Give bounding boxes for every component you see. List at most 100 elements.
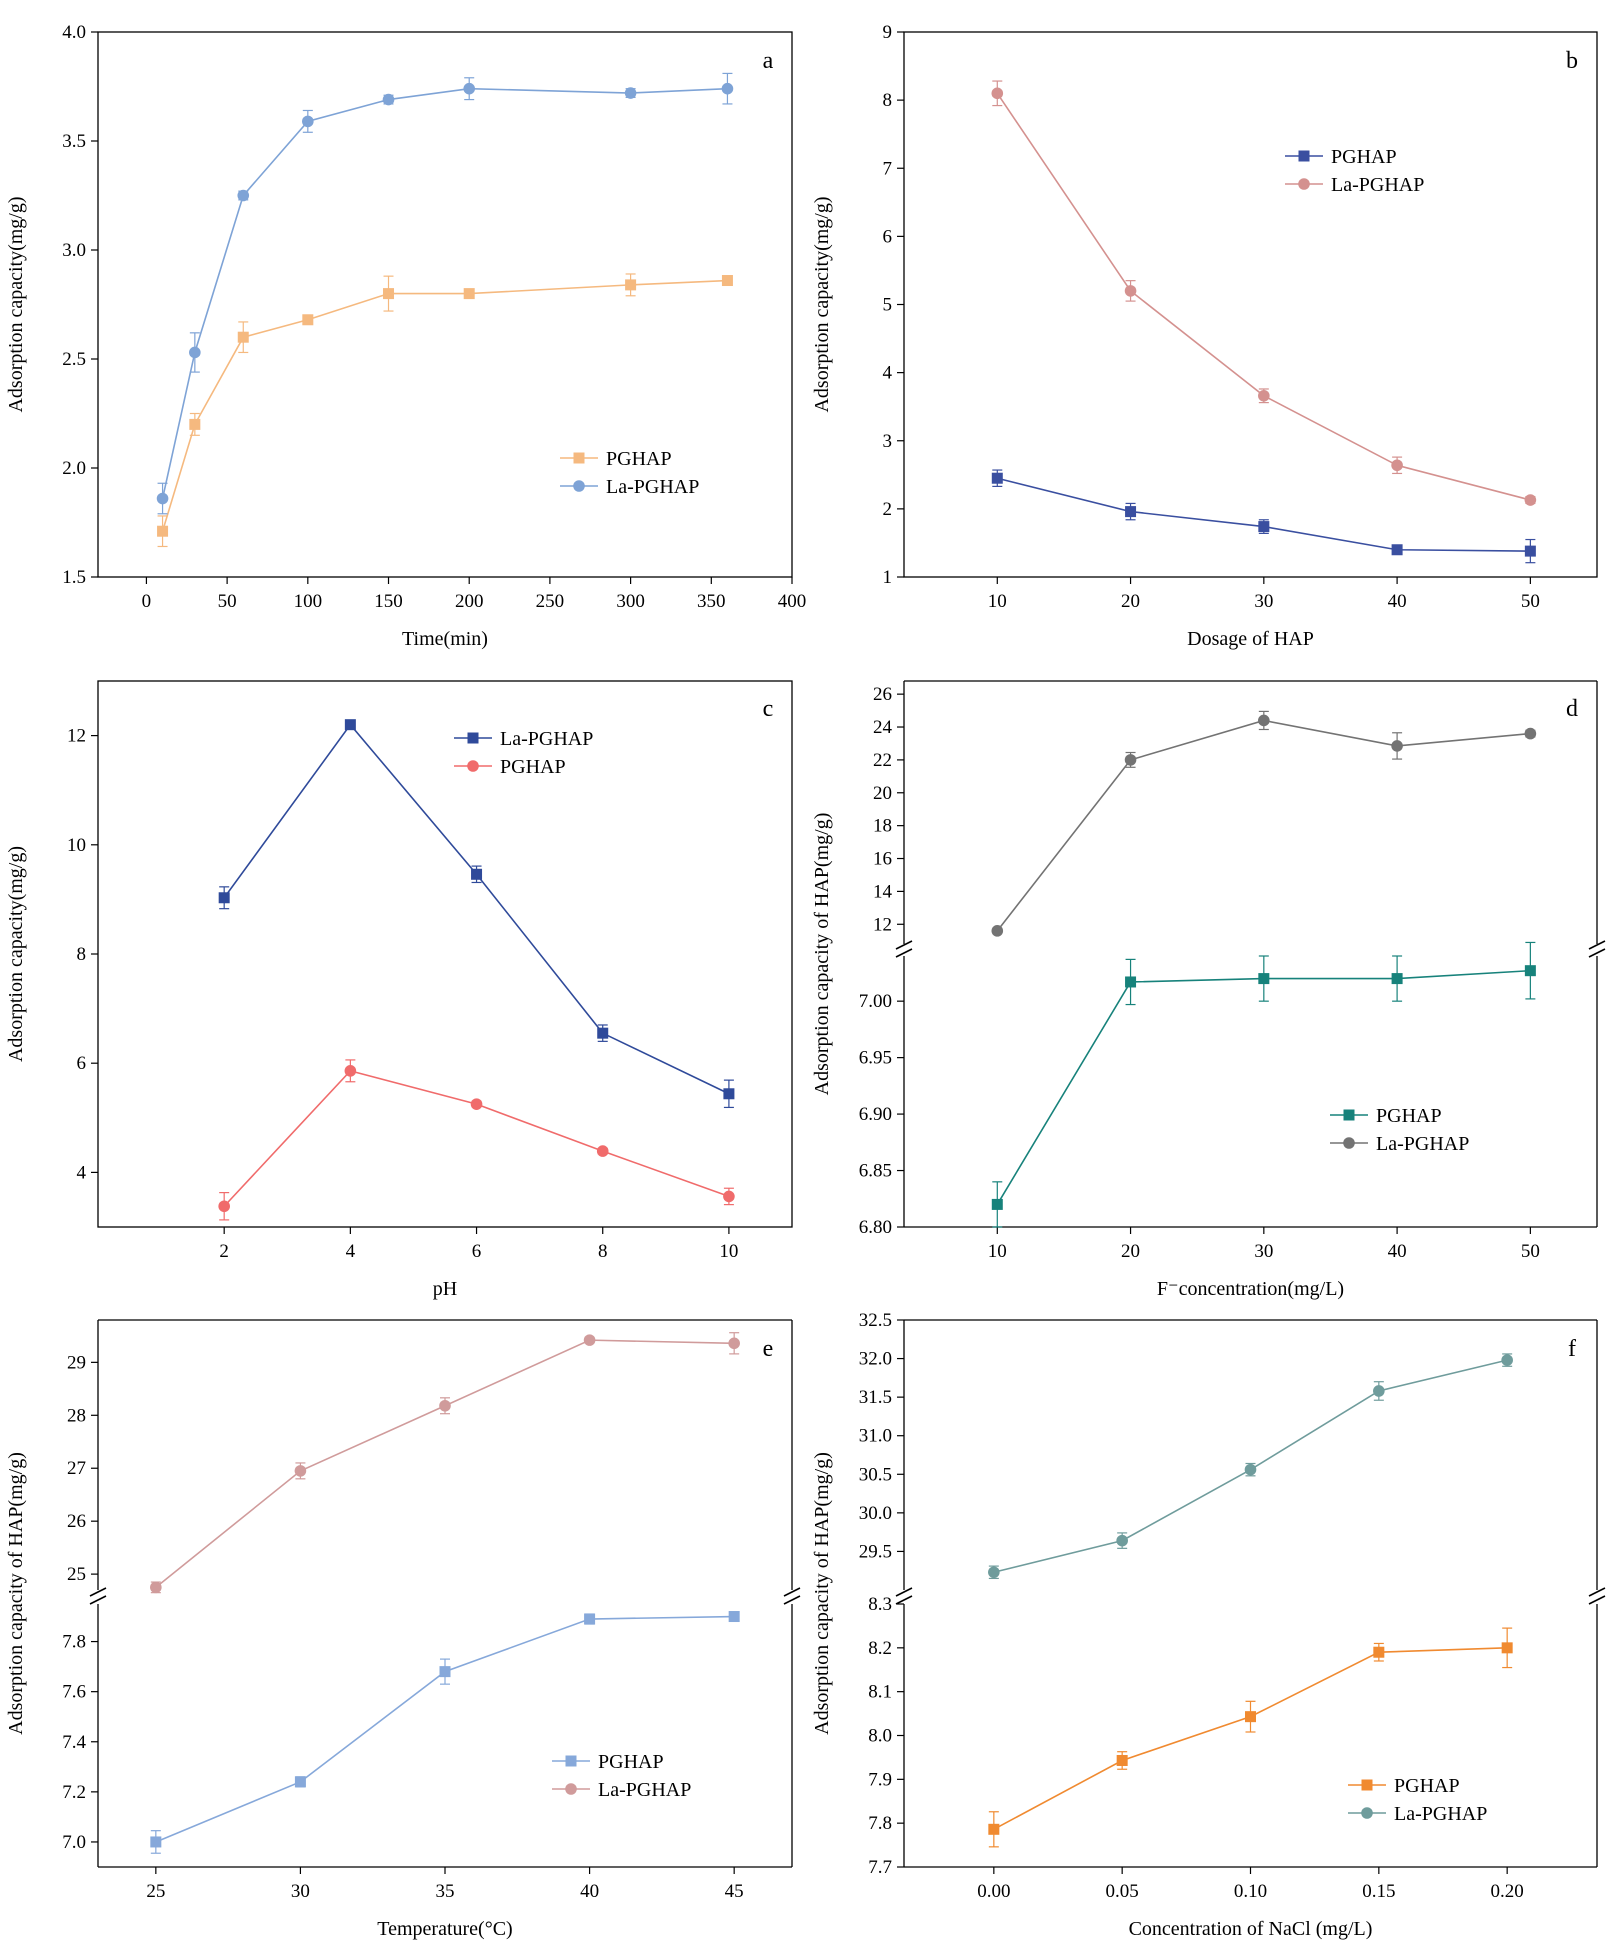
y-tick-label: 6.90 xyxy=(859,1104,892,1125)
y-tick-label: 8 xyxy=(883,90,893,111)
data-point xyxy=(1524,494,1537,506)
series-La-PGHAP xyxy=(991,710,1537,937)
x-tick-label: 20 xyxy=(1121,1241,1140,1262)
x-tick-label: 350 xyxy=(697,591,726,612)
data-point xyxy=(988,1566,1000,1579)
y-tick-label: 31.5 xyxy=(859,1387,892,1408)
plot-frame xyxy=(97,680,793,1228)
data-point xyxy=(1116,1754,1128,1766)
x-tick-label: 45 xyxy=(725,1881,744,1902)
y-tick-label: 12 xyxy=(67,726,86,747)
y-tick-label: 6.80 xyxy=(859,1217,892,1238)
legend-marker xyxy=(565,1783,577,1795)
x-tick-label: 50 xyxy=(1521,1241,1540,1262)
y-tick-label: 32.5 xyxy=(859,1310,892,1331)
data-point xyxy=(294,1776,306,1788)
x-tick-label: 0.10 xyxy=(1234,1881,1267,1902)
y-tick-label: 32.0 xyxy=(859,1349,892,1370)
y-tick-label: 7 xyxy=(883,158,893,179)
legend-marker xyxy=(1361,1779,1373,1791)
y-tick-label: 30.5 xyxy=(859,1464,892,1485)
y-tick-label: 9 xyxy=(883,22,893,43)
legend-label: PGHAP xyxy=(606,448,672,470)
x-tick-label: 100 xyxy=(294,591,323,612)
data-point xyxy=(721,82,734,95)
data-point xyxy=(344,1065,357,1077)
data-point xyxy=(597,1027,609,1039)
x-tick-label: 40 xyxy=(1388,591,1407,612)
panel-b: 10 20 30 40 50 1 2 3 4 5 6 7 8 9 Dosage of HAP Adsorpti… xyxy=(811,22,1598,650)
y-tick-label: 7.8 xyxy=(62,1632,86,1653)
legend-marker xyxy=(573,480,585,492)
data-point xyxy=(1258,973,1270,985)
y-tick-label: 10 xyxy=(67,835,86,856)
data-point xyxy=(728,1337,740,1350)
data-point xyxy=(218,1200,230,1213)
data-point xyxy=(150,1836,162,1848)
data-point xyxy=(1244,1463,1257,1476)
series-La-PGHAP xyxy=(988,1353,1513,1580)
y-tick-label: 7.0 xyxy=(62,1832,86,1853)
y-tick-label: 7.8 xyxy=(868,1813,892,1834)
y-tick-label: 7.4 xyxy=(62,1732,86,1753)
data-point xyxy=(1125,976,1137,988)
x-tick-label: 0.20 xyxy=(1491,1881,1524,1902)
legend-label: La-PGHAP xyxy=(1331,174,1424,196)
series-La-PGHAP xyxy=(156,72,734,515)
x-tick-label: 400 xyxy=(778,591,807,612)
legend-marker xyxy=(1343,1137,1355,1149)
data-point xyxy=(1124,754,1137,766)
y-tick-label: 7.9 xyxy=(868,1769,892,1790)
y-tick-label: 3.5 xyxy=(62,131,86,152)
x-tick-label: 40 xyxy=(1388,1241,1407,1262)
series-line xyxy=(155,1615,735,1843)
data-point xyxy=(439,1399,451,1412)
data-point xyxy=(1125,506,1137,518)
data-point xyxy=(157,525,169,537)
data-point xyxy=(470,1098,483,1110)
data-point xyxy=(596,1145,609,1157)
x-axis-label: Dosage of HAP xyxy=(1187,628,1314,650)
data-point xyxy=(991,1198,1003,1210)
x-tick-label: 40 xyxy=(580,1881,599,1902)
y-tick-label: 3.0 xyxy=(62,240,86,261)
legend-label: La-PGHAP xyxy=(500,728,593,750)
plot-frame xyxy=(97,31,793,578)
data-point xyxy=(1124,285,1137,297)
data-point xyxy=(625,279,637,291)
data-point xyxy=(584,1613,596,1625)
data-point xyxy=(1524,545,1536,557)
data-point xyxy=(988,1823,1000,1835)
x-tick-label: 200 xyxy=(455,591,484,612)
y-tick-label: 27 xyxy=(67,1458,86,1479)
data-point xyxy=(218,892,230,904)
x-tick-label: 35 xyxy=(436,1881,455,1902)
x-tick-label: 8 xyxy=(598,1241,608,1262)
axis-break-mark xyxy=(895,948,913,958)
data-point xyxy=(189,346,201,359)
data-point xyxy=(991,925,1004,937)
data-point xyxy=(1258,389,1270,402)
panel-letter: a xyxy=(763,48,774,74)
x-tick-label: 25 xyxy=(146,1881,165,1902)
legend-label: PGHAP xyxy=(1331,146,1397,168)
axis-break-mark xyxy=(895,1587,913,1597)
y-tick-label: 2.0 xyxy=(62,458,86,479)
y-tick-label: 30.0 xyxy=(859,1503,892,1524)
legend-marker xyxy=(467,732,479,744)
y-tick-label: 4.0 xyxy=(62,22,86,43)
y-tick-label: 24 xyxy=(873,717,893,738)
data-point xyxy=(156,492,169,505)
y-axis-label: Adsorption capacity(mg/g) xyxy=(811,196,833,412)
y-tick-label: 8 xyxy=(77,944,87,965)
series-PGHAP xyxy=(157,273,733,548)
data-point xyxy=(1245,1711,1256,1723)
data-point xyxy=(189,418,201,430)
y-tick-label: 7.7 xyxy=(868,1857,892,1878)
data-point xyxy=(463,82,476,95)
y-axis-label: Adsorption capacity of HAP(mg/g) xyxy=(811,1452,833,1735)
data-point xyxy=(1524,727,1537,740)
y-tick-label: 4 xyxy=(883,363,893,384)
legend-label: PGHAP xyxy=(598,1751,664,1773)
axis-break-mark xyxy=(1588,1595,1606,1605)
